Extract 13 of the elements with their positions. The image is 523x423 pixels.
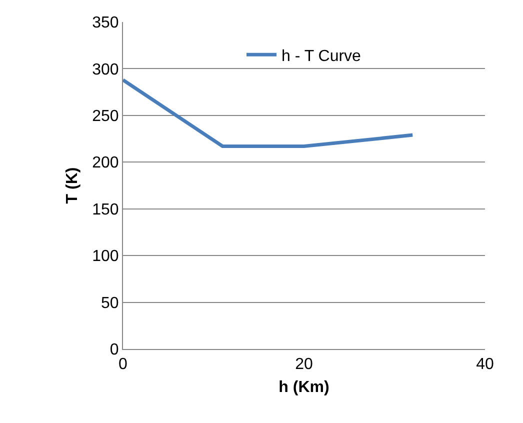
- x-tick-label: 20: [295, 356, 313, 374]
- y-tick-label: 200: [92, 154, 119, 172]
- y-tick-label: 50: [101, 294, 119, 312]
- x-tick-label: 40: [476, 356, 494, 374]
- y-tick-label: 0: [110, 342, 119, 359]
- y-tick-label: 250: [92, 108, 119, 126]
- y-tick-label: 300: [92, 61, 119, 78]
- legend-label: h - T Curve: [282, 48, 362, 65]
- x-axis-title: h (Km): [278, 378, 330, 396]
- y-axis-title: T (K): [64, 167, 81, 204]
- y-tick-label: 150: [92, 201, 119, 218]
- y-tick-label: 100: [92, 248, 119, 266]
- y-tick-label: 350: [92, 14, 119, 32]
